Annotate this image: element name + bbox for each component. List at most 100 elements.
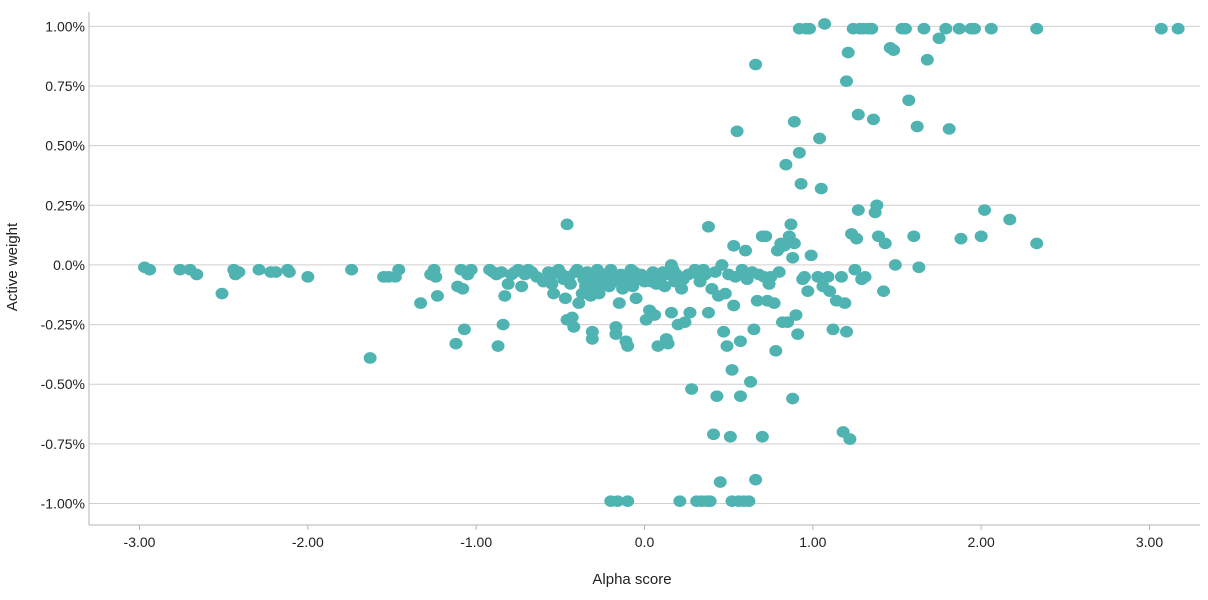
data-point xyxy=(887,44,901,56)
data-points xyxy=(138,18,1185,507)
data-point xyxy=(572,297,586,309)
x-axis-title: Alpha score xyxy=(592,571,671,588)
data-point xyxy=(592,287,606,300)
data-point xyxy=(456,282,470,295)
data-point xyxy=(779,158,793,171)
data-point xyxy=(917,22,931,35)
data-point xyxy=(797,271,811,283)
data-point xyxy=(570,263,584,276)
data-point xyxy=(703,495,717,507)
data-point xyxy=(888,259,902,271)
data-point xyxy=(851,108,865,121)
data-point xyxy=(449,337,463,350)
y-tick-label: 0.25% xyxy=(45,197,85,213)
data-point xyxy=(840,325,853,338)
data-point xyxy=(173,263,187,276)
data-point xyxy=(1030,22,1044,35)
data-point xyxy=(685,383,699,395)
data-point xyxy=(563,278,577,290)
data-point xyxy=(769,345,783,357)
data-point xyxy=(282,266,296,278)
data-point xyxy=(733,335,747,348)
data-point xyxy=(787,115,801,128)
data-point xyxy=(683,306,697,319)
data-point xyxy=(733,390,747,402)
data-point xyxy=(1171,22,1185,35)
data-point xyxy=(787,237,801,250)
data-point xyxy=(801,285,815,297)
data-point xyxy=(877,285,891,297)
data-point xyxy=(755,430,769,443)
data-point xyxy=(777,240,791,252)
data-point xyxy=(621,495,635,507)
data-point xyxy=(750,294,764,307)
data-point xyxy=(826,323,840,336)
data-point xyxy=(834,271,848,283)
data-point xyxy=(749,473,763,486)
data-point xyxy=(661,337,675,350)
y-tick-label: 0.50% xyxy=(45,138,85,154)
data-point xyxy=(814,182,828,195)
data-point xyxy=(301,271,315,283)
data-point xyxy=(392,263,406,276)
data-point xyxy=(710,390,724,402)
x-axis-ticks: -3.00 -2.00 -1.00 0.0 1.00 2.00 3.00 xyxy=(124,525,1163,550)
data-point xyxy=(345,263,359,276)
data-point xyxy=(739,244,752,257)
data-point xyxy=(759,230,773,243)
y-axis-ticks: 1.00% 0.75% 0.50% 0.25% 0.0% -0.25% -0.50% -0.7… xyxy=(41,18,85,511)
data-point xyxy=(813,132,827,145)
data-point xyxy=(190,268,204,281)
data-point xyxy=(912,261,926,274)
data-point xyxy=(713,476,727,488)
data-point xyxy=(725,364,739,376)
data-point xyxy=(1003,213,1017,226)
data-point xyxy=(664,306,678,319)
data-point xyxy=(786,392,800,405)
data-point xyxy=(498,290,512,302)
data-point xyxy=(648,309,662,321)
data-point xyxy=(565,311,579,324)
data-point xyxy=(730,125,744,138)
data-point xyxy=(850,232,864,245)
data-point xyxy=(954,232,968,245)
data-point xyxy=(749,58,763,71)
data-point xyxy=(978,204,992,216)
y-tick-label: -0.75% xyxy=(41,436,85,452)
x-tick-label: -2.00 xyxy=(292,534,324,550)
data-point xyxy=(545,278,559,290)
data-point xyxy=(821,271,835,283)
data-point xyxy=(792,146,806,159)
data-point xyxy=(515,280,529,293)
data-point xyxy=(609,328,623,340)
data-point xyxy=(457,323,471,336)
data-point xyxy=(907,230,921,243)
data-point xyxy=(974,230,988,243)
data-point xyxy=(215,287,229,300)
data-point xyxy=(363,352,377,364)
x-tick-label: -1.00 xyxy=(460,534,492,550)
x-tick-label: 3.00 xyxy=(1136,534,1163,550)
data-point xyxy=(823,285,837,297)
data-point xyxy=(698,268,712,281)
data-point xyxy=(430,290,444,302)
data-point xyxy=(718,287,732,300)
data-point xyxy=(269,266,283,278)
data-point xyxy=(984,22,998,35)
data-point xyxy=(794,177,808,190)
data-point xyxy=(701,220,715,233)
data-point xyxy=(727,299,741,312)
y-tick-label: -0.25% xyxy=(41,317,85,333)
data-point xyxy=(491,340,505,352)
data-point xyxy=(851,204,865,216)
data-point xyxy=(742,495,756,507)
data-point xyxy=(629,292,643,305)
data-point xyxy=(673,495,687,507)
data-point xyxy=(848,263,862,276)
data-point xyxy=(429,271,443,283)
data-point xyxy=(920,53,934,66)
data-point xyxy=(558,292,572,305)
y-tick-label: 0.0% xyxy=(53,257,85,273)
data-point xyxy=(735,263,749,276)
